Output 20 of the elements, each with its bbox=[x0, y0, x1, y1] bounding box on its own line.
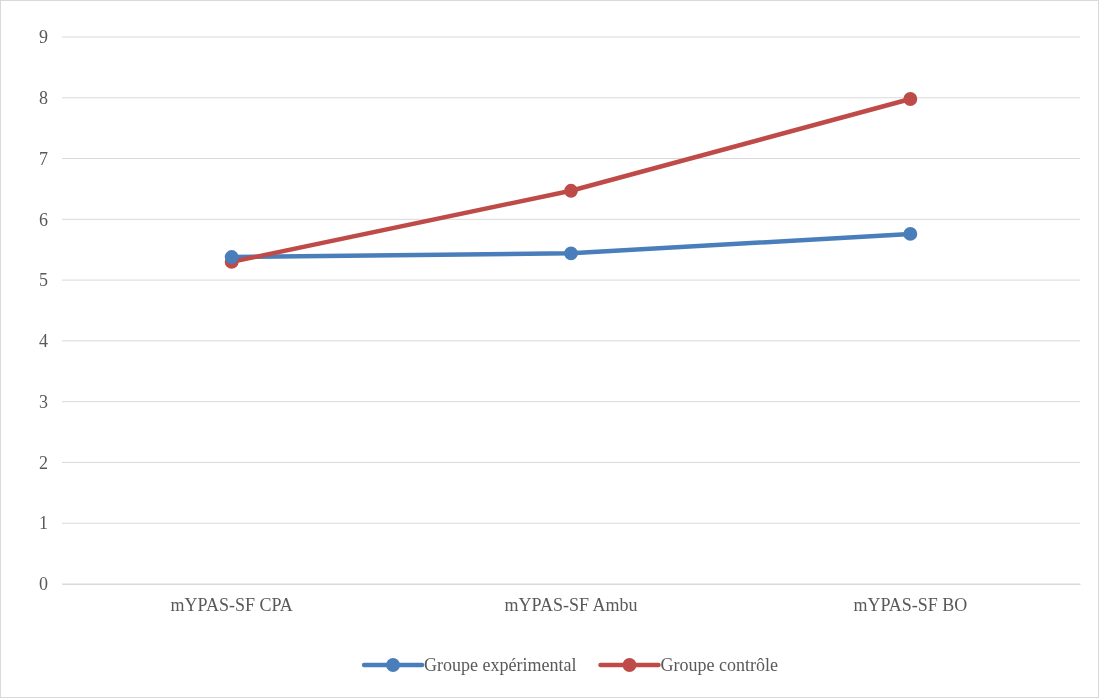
x-tick-label: mYPAS-SF BO bbox=[853, 594, 968, 615]
x-tick-label: mYPAS-SF Ambu bbox=[504, 594, 638, 615]
y-tick-label: 0 bbox=[39, 574, 48, 595]
x-tick-label: mYPAS-SF CPA bbox=[170, 594, 293, 615]
point bbox=[224, 250, 239, 264]
y-tick-label: 3 bbox=[39, 391, 48, 412]
legend-label: Groupe expérimental bbox=[424, 655, 577, 675]
point bbox=[903, 227, 918, 241]
y-tick-label: 9 bbox=[39, 27, 48, 48]
legend-label: Groupe contrôle bbox=[660, 655, 778, 675]
point bbox=[903, 92, 918, 106]
y-tick-label: 5 bbox=[39, 270, 48, 291]
y-tick-label: 1 bbox=[39, 513, 48, 534]
y-tick-label: 7 bbox=[39, 148, 48, 169]
y-tick-label: 4 bbox=[39, 331, 48, 352]
y-tick-label: 8 bbox=[39, 88, 48, 109]
point bbox=[564, 183, 578, 198]
y-tick-label: 6 bbox=[39, 209, 48, 230]
y-tick-label: 2 bbox=[39, 452, 48, 473]
point bbox=[564, 246, 578, 261]
